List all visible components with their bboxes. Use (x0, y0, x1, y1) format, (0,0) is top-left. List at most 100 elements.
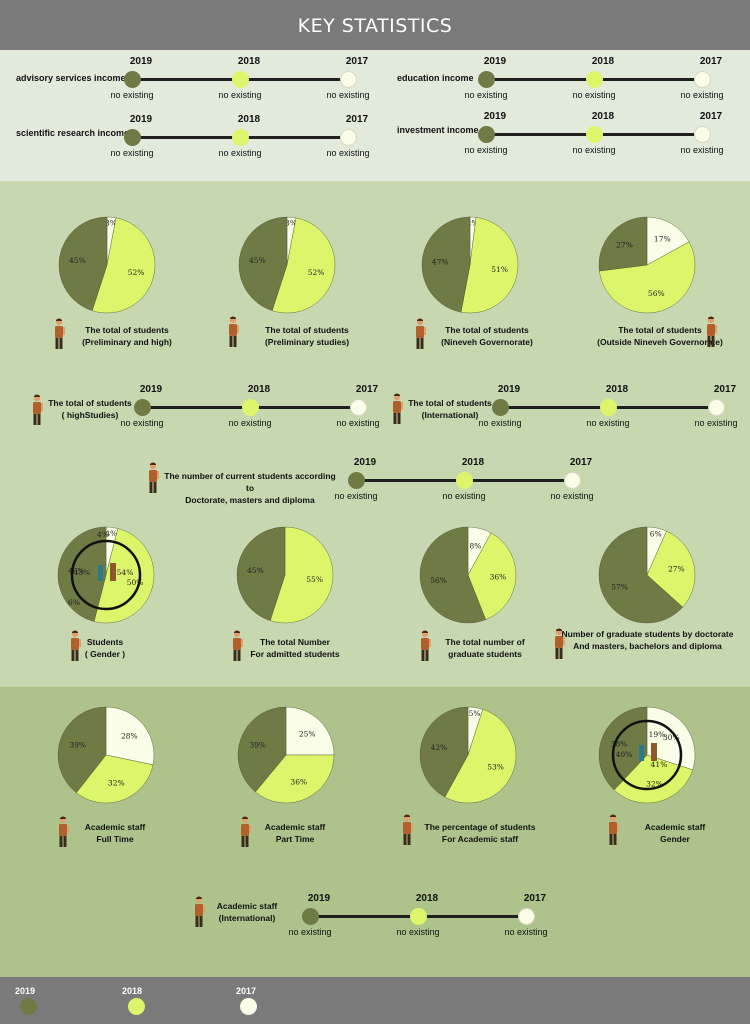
timeline-value: no existing (464, 145, 508, 155)
pie-title: The total of students (Preliminary studi… (264, 325, 350, 347)
pie-slice-label: 3% (105, 219, 117, 228)
timeline-dot-2018 (242, 399, 259, 416)
person-icon (56, 816, 70, 850)
male-icon (110, 563, 116, 581)
pie-slice-label: 30% (663, 733, 680, 742)
pie-title: Academic staff Gender (644, 822, 706, 844)
timeline-dot-2018 (586, 126, 603, 143)
person-icon (30, 394, 44, 428)
timeline-dot-2017 (518, 908, 535, 925)
timeline-value: no existing (110, 90, 154, 100)
pie-slice-label: 4% (105, 529, 117, 538)
timeline-year: 2019 (129, 56, 153, 67)
pie-slice-label: 25% (299, 729, 316, 738)
timeline-dot-2017 (694, 126, 711, 143)
pie-slice-label: 47% (432, 258, 449, 267)
pie-slice-label: 46% (68, 567, 85, 576)
pie-slice-label: 55% (306, 575, 323, 584)
timeline-year: 2019 (483, 111, 507, 122)
inner-ring-label: 54% (117, 568, 134, 577)
timeline-label: The total of students ( highStudies) (48, 398, 132, 420)
timeline-value: no existing (504, 927, 548, 937)
timeline-dot-2017 (564, 472, 581, 489)
timeline-year: 2017 (345, 56, 369, 67)
pie-slice-label: 5% (469, 709, 481, 718)
pie-slice-label: 39% (249, 740, 266, 749)
year-timeline: 2019 no existing 2018 no existing 2017 no exi… (478, 384, 740, 428)
pie-title: The total of students (Preliminary and h… (82, 325, 172, 347)
pie-slice-label: 28% (121, 732, 138, 741)
page-title: KEY STATISTICS (0, 0, 750, 50)
pie-slice-2018 (271, 217, 336, 314)
pie-slice-label: 45% (247, 566, 264, 575)
timeline-value: no existing (288, 927, 332, 937)
pie-chart: 17% 56% 27% (598, 216, 696, 314)
pie-slice-label: 6% (650, 529, 662, 538)
timeline-value: no existing (120, 418, 164, 428)
timeline-value: no existing (218, 90, 262, 100)
timeline-label: Academic staff (International) (216, 901, 278, 923)
timeline-value: no existing (442, 491, 486, 501)
timeline-value: no existing (572, 90, 616, 100)
pie-slice-label: 32% (646, 780, 663, 789)
pie-slice-2017 (105, 706, 155, 766)
pie-extra-label: 6% (68, 598, 80, 607)
timeline-year: 2019 (129, 114, 153, 125)
year-timeline: 2019 no existing 2018 no existing 2017 no exi… (110, 114, 372, 158)
person-icon (226, 316, 240, 350)
person-icon (400, 814, 414, 848)
timeline-dot-2018 (600, 399, 617, 416)
pie-title: Students ( Gender ) (84, 637, 126, 659)
pie-slice-2018 (91, 217, 156, 314)
pie-slice-label: 50% (127, 578, 144, 587)
pie-slice-2018 (269, 526, 334, 624)
timeline-dot-2018 (232, 71, 249, 88)
pie-slice-label: 56% (430, 576, 447, 585)
income-section (0, 50, 750, 181)
timeline-year: 2017 (569, 457, 593, 468)
pie-chart: 3% 52% 45% (238, 216, 336, 314)
timeline-label: education income (397, 73, 474, 83)
pie-slice-2018 (255, 754, 335, 804)
person-icon (238, 816, 252, 850)
pie-chart: 8% 36% 56% (419, 526, 517, 624)
timeline-dot-2018 (410, 908, 427, 925)
timeline-year: 2017 (355, 384, 379, 395)
legend-label-2017: 2017 (236, 986, 257, 996)
timeline-dot-2017 (340, 129, 357, 146)
female-icon (98, 565, 103, 581)
pie-title: The total of students (Outside Nineveh G… (597, 325, 723, 347)
pie-slice-2018 (76, 754, 154, 804)
pie-slice-2019 (598, 526, 683, 624)
pie-slice-label: 42% (431, 743, 448, 752)
timeline-dot-2018 (232, 129, 249, 146)
pie-slice-label: 57% (611, 583, 628, 592)
legend-swatch-2017 (240, 998, 257, 1015)
person-icon (390, 393, 404, 427)
timeline-year: 2019 (307, 893, 331, 904)
timeline-year: 2019 (483, 56, 507, 67)
timeline-dot-2017 (708, 399, 725, 416)
legend-swatch-2018 (128, 998, 145, 1015)
timeline-dot-2018 (456, 472, 473, 489)
timeline-year: 2018 (247, 384, 271, 395)
pie-slice-2017 (646, 216, 690, 266)
timeline-value: no existing (478, 418, 522, 428)
pie-chart: 3% 52% 45% (58, 216, 156, 314)
inner-ring (70, 539, 142, 611)
timeline-value: no existing (326, 148, 370, 158)
pie-slice-label: 52% (128, 268, 145, 277)
pie-slice-2018 (613, 754, 693, 804)
timeline-year: 2017 (523, 893, 547, 904)
timeline-dot-2019 (478, 126, 495, 143)
pie-slice-label: 27% (616, 241, 633, 250)
timeline-value: no existing (586, 418, 630, 428)
pie-slice-2018 (646, 530, 696, 608)
timeline-value: no existing (464, 90, 508, 100)
inner-ring-label: 40% (616, 750, 633, 759)
timeline-year: 2019 (139, 384, 163, 395)
pie-chart: 2% 51% 47% (421, 216, 519, 314)
legend-footer (0, 977, 750, 1024)
timeline-label: scientific research income (16, 128, 130, 138)
pie-slice-2018 (444, 709, 517, 804)
